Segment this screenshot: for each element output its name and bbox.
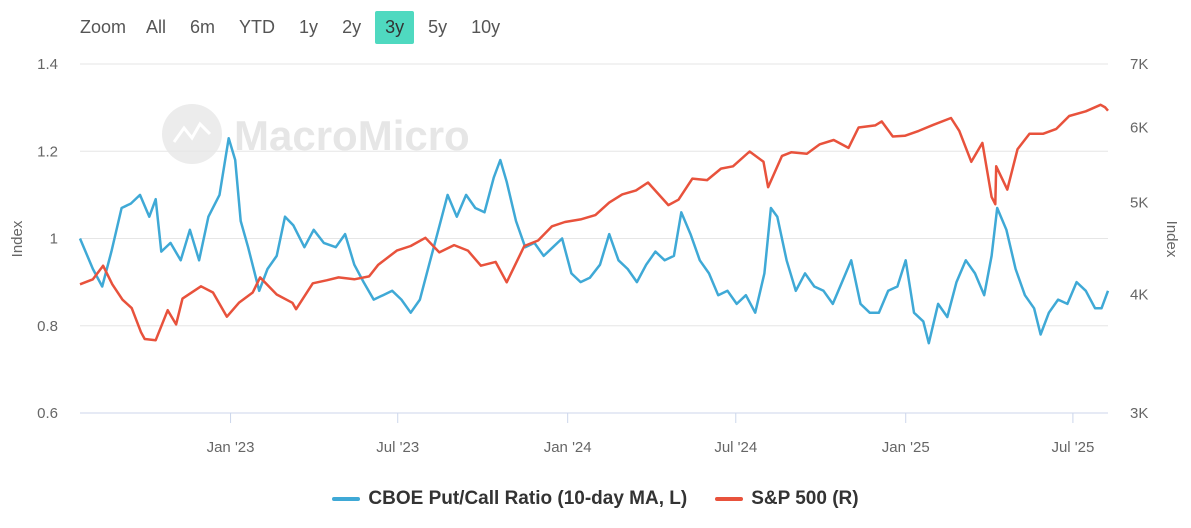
legend-label-sp500: S&P 500 (R) (751, 488, 859, 509)
x-tick-label: Jul '25 (1051, 439, 1094, 456)
zoom-2y-button[interactable]: 2y (342, 16, 362, 37)
legend-item-put-call[interactable]: CBOE Put/Call Ratio (10-day MA, L) (332, 488, 687, 510)
legend-item-sp500[interactable]: S&P 500 (R) (715, 488, 859, 510)
right-axis-ticks: 3K 4K 5K 6K 7K (1130, 56, 1148, 422)
logo-mark (172, 121, 212, 143)
right-axis-title: Index (1163, 221, 1180, 258)
macromicro-logo-icon (162, 104, 222, 164)
watermark-text: MacroMicro (234, 112, 470, 159)
zoom-3y-button[interactable]: 3y (375, 10, 415, 44)
zoom-10y-button[interactable]: 10y (471, 16, 501, 37)
left-tick-label: 1.4 (37, 56, 58, 73)
left-axis-title: Index (9, 220, 26, 257)
x-tick-label: Jul '24 (714, 439, 757, 456)
left-tick-label: 0.6 (37, 405, 58, 422)
x-tick-label: Jan '25 (882, 439, 930, 456)
chart-canvas: MacroMicro 0.6 0.8 1 1.2 1.4 3K 4K 5K 6K 7K Jan … (9, 56, 1180, 456)
legend-swatch-put-call (332, 497, 361, 501)
left-tick-label: 1 (50, 231, 58, 248)
zoom-all-button[interactable]: All (146, 16, 167, 37)
left-tick-label: 1.2 (37, 143, 58, 160)
series-lines (78, 103, 1110, 345)
zoom-5y-button[interactable]: 5y (428, 16, 448, 37)
x-tick-label: Jan '23 (207, 439, 255, 456)
watermark: MacroMicro (162, 104, 470, 164)
right-tick-label: 4K (1130, 287, 1148, 304)
put-call-ratio-line (78, 136, 1110, 345)
x-tick-label: Jul '23 (376, 439, 419, 456)
zoom-6m-button[interactable]: 6m (190, 16, 216, 37)
legend: CBOE Put/Call Ratio (10-day MA, L) S&P 5… (0, 488, 1191, 510)
zoom-label: Zoom (80, 16, 127, 37)
x-axis-ticks: Jan '23 Jul '23 Jan '24 Jul '24 Jan '25 Jul '… (207, 413, 1094, 456)
zoom-1y-button[interactable]: 1y (299, 16, 319, 37)
left-tick-label: 0.8 (37, 318, 58, 335)
x-tick-label: Jan '24 (544, 439, 592, 456)
legend-label-put-call: CBOE Put/Call Ratio (10-day MA, L) (368, 488, 688, 509)
legend-swatch-sp500 (715, 497, 744, 501)
right-tick-label: 7K (1130, 56, 1148, 73)
grid-lines (80, 63, 1108, 414)
right-tick-label: 3K (1130, 405, 1148, 422)
left-axis-ticks: 0.6 0.8 1 1.2 1.4 (37, 56, 58, 422)
zoom-bar: Zoom All 6m YTD 1y 2y 3y 5y 10y (70, 10, 514, 44)
sp500-line (79, 103, 1109, 342)
zoom-ytd-button[interactable]: YTD (239, 16, 276, 37)
right-tick-label: 6K (1130, 119, 1148, 136)
right-tick-label: 5K (1130, 195, 1148, 212)
